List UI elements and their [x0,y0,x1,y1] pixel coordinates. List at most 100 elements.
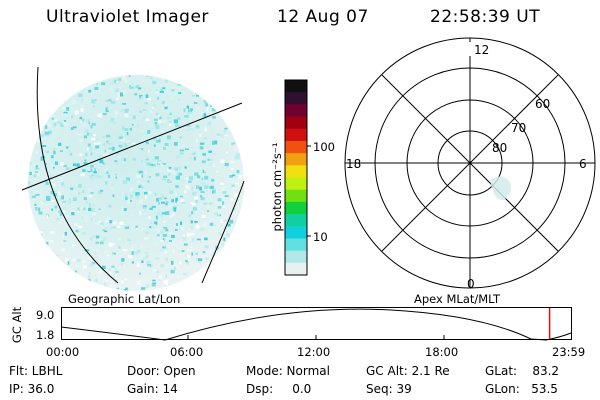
speckle-pixel [59,271,62,274]
speckle-pixel [104,282,107,287]
speckle-pixel [232,142,236,145]
speckle-pixel [236,170,240,174]
speckle-pixel [177,207,179,210]
speckle-pixel [165,274,168,278]
speckle-pixel [196,238,201,241]
speckle-pixel [47,278,51,282]
speckle-pixel [164,106,168,110]
colorbar-band [285,262,307,276]
speckle-pixel [230,160,235,163]
speckle-pixel [169,215,174,218]
colorbar-frame [284,79,308,276]
speckle-pixel [219,267,224,272]
speckle-pixel [51,84,54,87]
speckle-pixel [157,96,159,100]
speckle-pixel [81,260,86,263]
speckle-pixel [242,91,244,94]
speckle-pixel [221,273,223,277]
speckle-pixel [168,166,172,170]
speckle-pixel [239,228,242,233]
speckle-pixel [102,229,105,232]
speckle-pixel [61,195,64,200]
speckle-pixel [124,143,127,147]
speckle-pixel [71,115,73,119]
speckle-pixel [190,290,194,291]
speckle-pixel [157,113,160,118]
speckle-pixel [82,169,86,172]
speckle-pixel [209,162,213,166]
speckle-pixel [49,175,53,178]
speckle-pixel [220,255,224,258]
speckle-pixel [29,122,33,126]
speckle-pixel [221,114,225,117]
speckle-pixel [55,145,57,149]
speckle-pixel [51,101,56,105]
speckle-pixel [86,147,89,151]
info-filter: Flt: LBHL [9,364,63,378]
speckle-pixel [177,98,181,101]
speckle-pixel [160,88,163,93]
speckle-pixel [95,145,100,149]
speckle-pixel [98,191,102,195]
info-glon: GLon: 53.5 [485,382,558,396]
speckle-pixel [95,241,100,244]
speckle-pixel [114,175,119,177]
speckle-pixel [163,220,166,224]
speckle-pixel [108,242,113,247]
speckle-pixel [149,226,152,229]
speckle-pixel [230,100,234,104]
speckle-pixel [101,239,104,243]
speckle-pixel [131,84,134,87]
instrument-title: Ultraviolet Imager [46,7,209,27]
speckle-pixel [75,229,79,233]
speckle-pixel [89,203,91,208]
speckle-pixel [85,200,88,204]
speckle-pixel [241,229,244,232]
speckle-pixel [118,78,122,81]
speckle-pixel [169,190,174,194]
speckle-pixel [160,130,165,132]
speckle-pixel [105,107,108,112]
speckle-pixel [62,240,67,242]
speckle-pixel [201,182,206,186]
speckle-pixel [96,83,98,86]
speckle-pixel [53,232,57,236]
speckle-pixel [162,194,164,198]
speckle-pixel [231,87,234,90]
speckle-pixel [161,123,164,126]
speckle-pixel [214,263,218,267]
speckle-pixel [72,163,77,167]
speckle-pixel [204,171,207,174]
speckle-pixel [137,249,141,253]
speckle-pixel [54,161,58,165]
speckle-pixel [48,180,50,183]
speckle-pixel [154,118,158,121]
speckle-pixel [113,282,117,285]
speckle-pixel [156,228,160,232]
speckle-pixel [232,257,237,262]
speckle-pixel [191,186,194,191]
speckle-pixel [47,89,52,92]
speckle-pixel [36,168,40,170]
speckle-pixel [84,159,87,162]
speckle-pixel [131,261,134,264]
speckle-pixel [46,212,50,217]
speckle-pixel [224,86,227,90]
speckle-pixel [51,117,55,120]
speckle-pixel [224,240,227,243]
speckle-pixel [58,142,62,146]
speckle-pixel [111,183,114,187]
speckle-pixel [145,94,149,99]
speckle-pixel [157,137,159,140]
speckle-pixel [182,237,187,241]
speckle-pixel [220,289,226,291]
speckle-pixel [132,158,137,162]
speckle-pixel [229,175,233,178]
speckle-pixel [217,105,221,110]
speckle-pixel [38,241,42,245]
speckle-pixel [89,246,93,249]
speckle-pixel [80,285,85,290]
speckle-pixel [216,133,221,136]
colorbar [284,79,311,276]
speckle-pixel [147,236,150,240]
